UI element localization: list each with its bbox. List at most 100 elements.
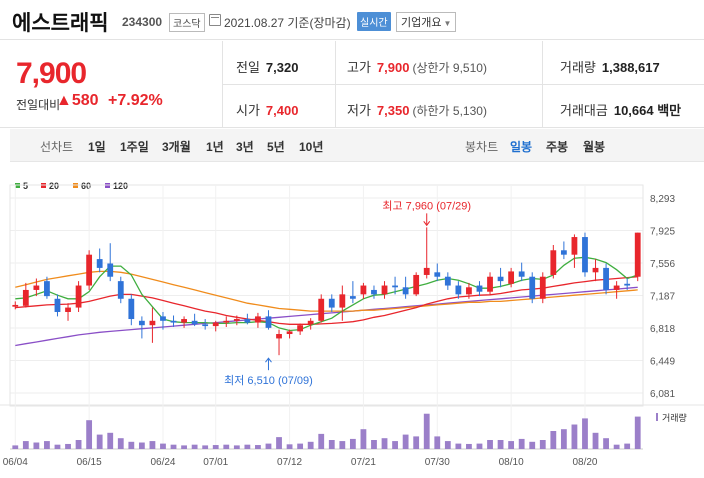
volume-bar [550, 431, 557, 449]
volume-bar [33, 442, 40, 449]
grid [0, 184, 704, 450]
candle-body [613, 285, 620, 290]
period-1y[interactable]: 1년 [206, 140, 224, 154]
volume-bar [265, 443, 272, 449]
volume-bar [65, 443, 71, 449]
volume-bar [434, 436, 441, 449]
candle [603, 263, 609, 295]
candle [75, 281, 82, 312]
change-label: 전일대비 [16, 98, 61, 112]
volume-bar [466, 443, 472, 449]
candle-body [487, 276, 493, 292]
candle-body [160, 316, 166, 321]
candle-daily[interactable]: 일봉 [510, 140, 533, 154]
candle-monthly[interactable]: 월봉 [583, 140, 606, 154]
max-price-label: 최고 7,960 (07/29) [382, 199, 471, 212]
candle [613, 281, 620, 299]
period-3m[interactable]: 3개월 [162, 140, 191, 154]
candle [276, 329, 282, 356]
candle [582, 232, 588, 277]
candle-body [381, 285, 388, 295]
min-arrow-head [265, 357, 272, 363]
candle-body [349, 296, 356, 299]
candle-body [550, 250, 557, 275]
candle-body [265, 316, 272, 328]
candle-body [318, 298, 325, 321]
candle-body [181, 319, 187, 323]
candle-body [128, 298, 135, 320]
period-bar: 선차트 1일 1주일 3개월 1년 3년 5년 10년 봉차트 일봉 주봉 월봉 [10, 129, 704, 162]
volume-bar [381, 438, 388, 449]
candle-body [603, 267, 609, 290]
volume-bar [54, 444, 61, 449]
x-tick-label: 08/10 [499, 457, 524, 468]
company-info-label: 기업개요 [401, 17, 442, 29]
candle [96, 248, 103, 273]
candle [560, 241, 567, 260]
period-1d[interactable]: 1일 [88, 140, 106, 154]
volume-bar [476, 443, 483, 449]
candle-body [65, 307, 71, 312]
volume-bar [444, 441, 451, 449]
volume-bar [202, 445, 209, 449]
candle-body [12, 304, 19, 307]
y-tick-label: 7,556 [650, 259, 675, 270]
candle [466, 282, 472, 299]
candle-body [255, 316, 261, 323]
candle-body [413, 274, 420, 295]
candle [550, 244, 557, 279]
candle-body [582, 237, 588, 273]
volume-bar [117, 438, 124, 449]
x-axis: 06/04 06/15 06/24 07/01 07/12 07/21 07/30 08/10… [3, 457, 598, 468]
period-5y[interactable]: 5년 [267, 140, 285, 154]
candle [318, 294, 325, 323]
volume-bar [107, 432, 114, 449]
candle-body [402, 287, 409, 295]
volume-bar [96, 434, 103, 449]
candle [138, 316, 145, 339]
period-10y[interactable]: 10년 [299, 140, 324, 154]
stock-chart[interactable]: 5 20 60 120 8,293 7,925 7,556 7,187 6,818 6,4… [0, 163, 704, 478]
x-tick-label: 07/12 [277, 457, 302, 468]
chevron-down-icon: ▼ [443, 19, 452, 28]
volume-bar [286, 444, 293, 449]
x-tick-label: 08/20 [572, 457, 597, 468]
company-info-button[interactable]: 기업개요 ▼ [396, 12, 457, 32]
period-3y[interactable]: 3년 [236, 140, 254, 154]
stock-name: 에스트래픽 [12, 12, 109, 35]
volume-bar [529, 441, 536, 449]
candle-body [466, 287, 472, 295]
volume-bar [539, 440, 546, 449]
candle [423, 227, 430, 279]
volume-bar [12, 445, 19, 449]
volume-bar [413, 436, 420, 449]
volume-label: 거래량 [662, 412, 687, 423]
volume-bar [423, 413, 430, 449]
candle [128, 294, 135, 326]
candle-body [360, 285, 367, 295]
candle [233, 315, 240, 326]
candle-body [54, 298, 61, 312]
candle-weekly[interactable]: 주봉 [546, 140, 569, 154]
volume-bar [560, 429, 567, 449]
candle [349, 281, 356, 304]
candle-body [560, 250, 567, 255]
candle [12, 301, 19, 310]
candle [22, 282, 29, 308]
candle [539, 272, 546, 304]
candle-body [96, 259, 103, 268]
candle-body [634, 232, 641, 277]
volume-bar [149, 441, 156, 449]
legend-label-120: 120 [113, 181, 128, 191]
y-tick-label: 8,293 [650, 194, 675, 205]
period-1w[interactable]: 1주일 [120, 140, 149, 154]
candle [297, 323, 304, 335]
candle [360, 282, 367, 299]
volume-bar [339, 441, 346, 449]
volume-bar [297, 443, 304, 449]
candle-body [529, 276, 536, 299]
realtime-button[interactable]: 실시간 [357, 12, 391, 31]
candle-chart-label: 봉차트 [465, 140, 499, 154]
candle-body [191, 320, 198, 325]
volume-bar [86, 420, 93, 449]
